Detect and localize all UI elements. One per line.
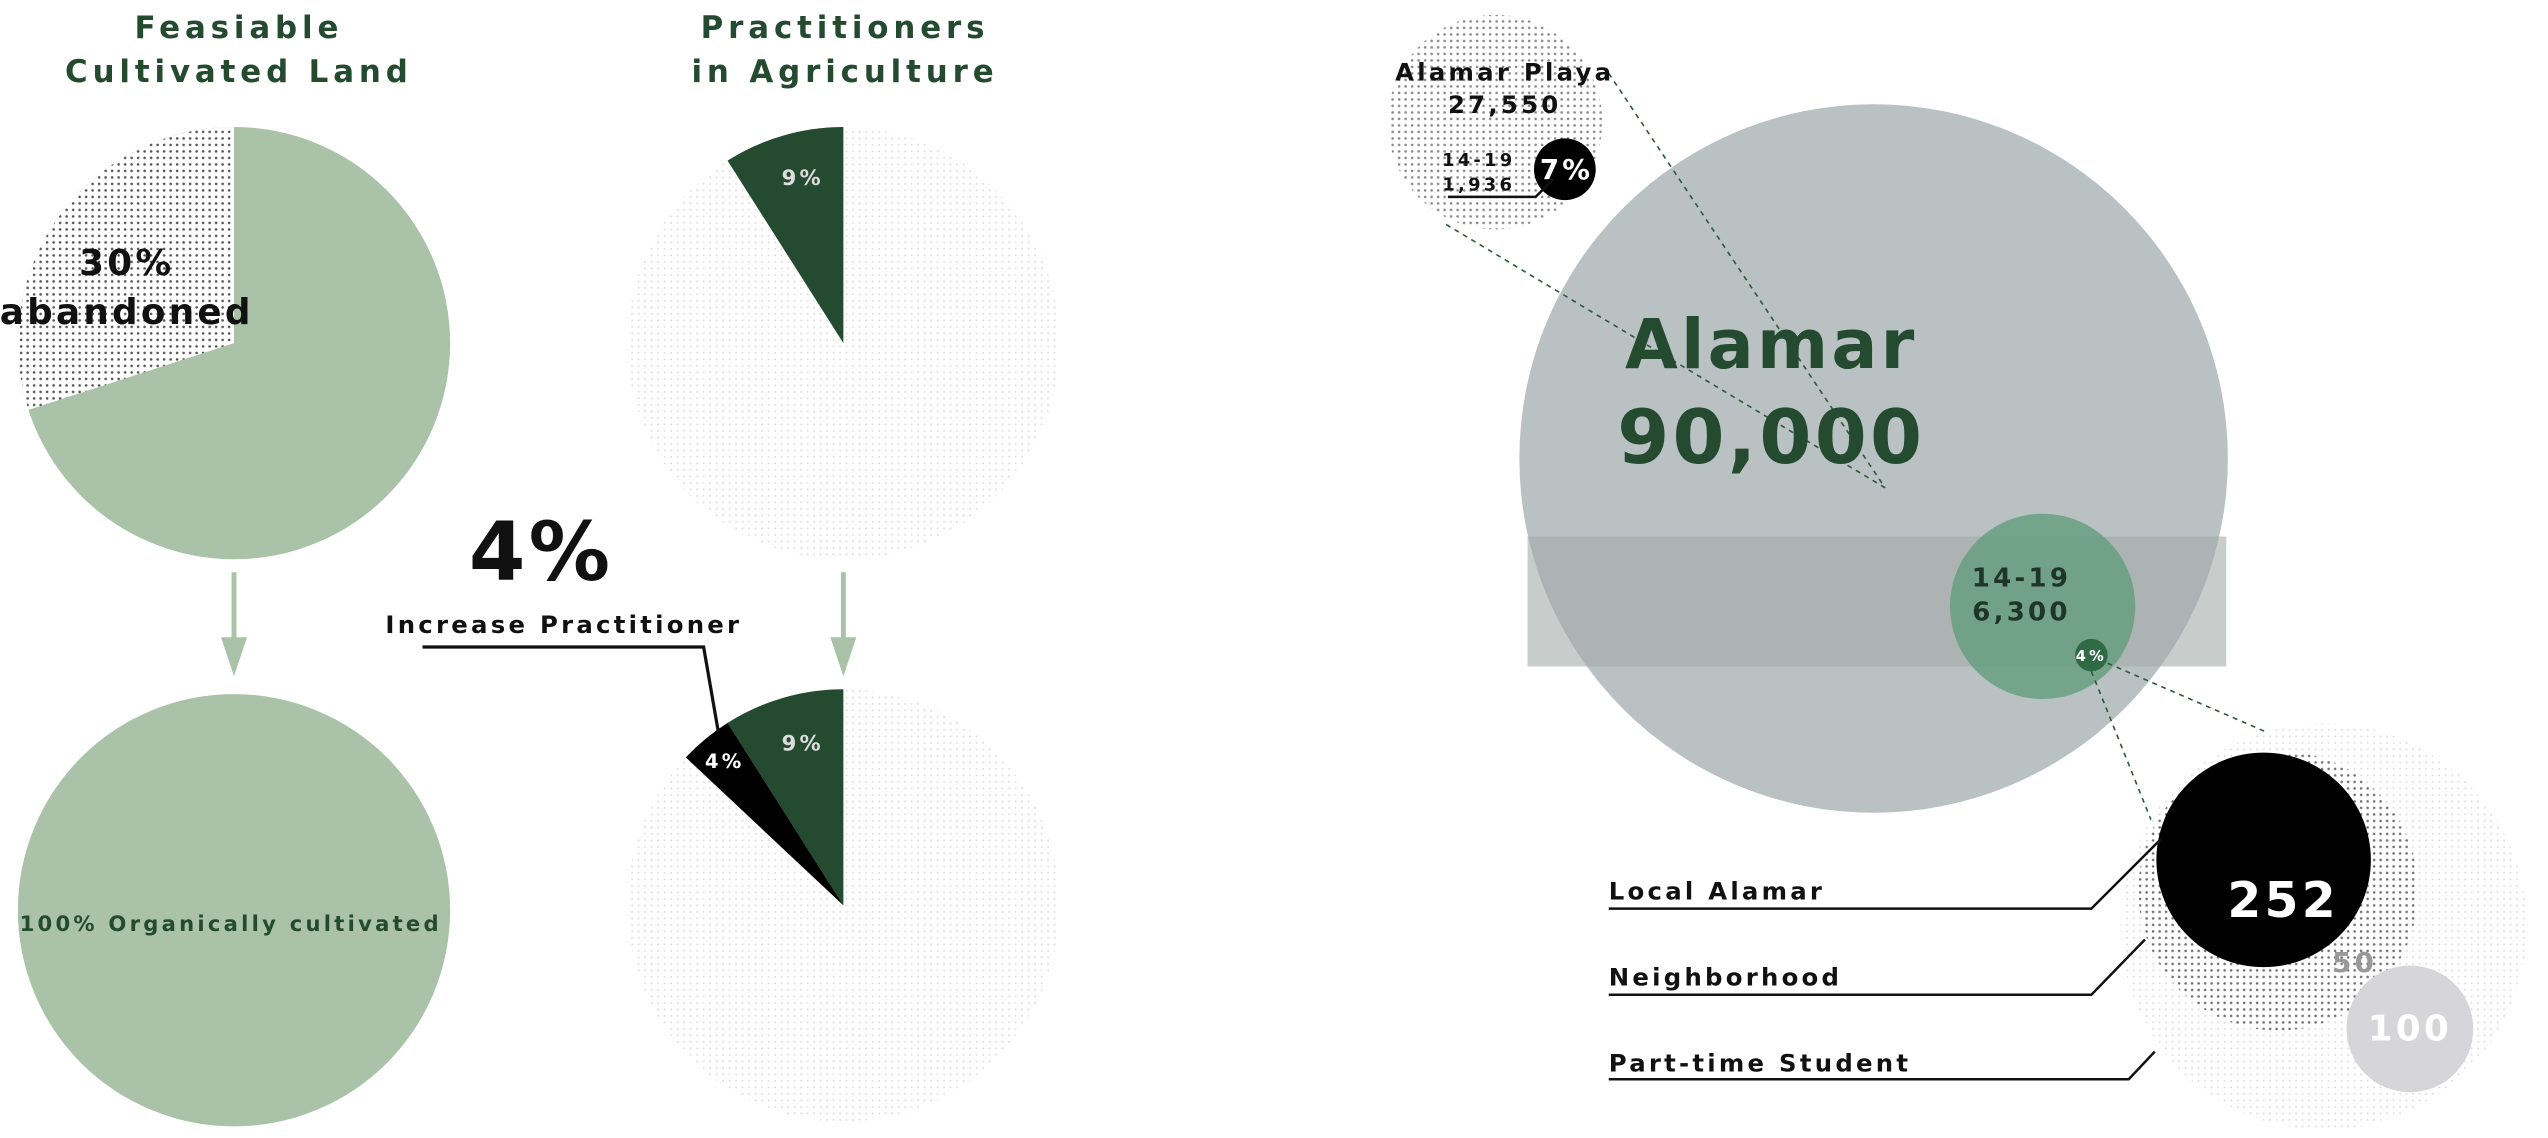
- youth-count: 6,300: [1972, 597, 2070, 627]
- legend-label: Part-time Student: [1609, 1049, 1912, 1078]
- title: Practitioners: [701, 10, 990, 46]
- caption: Increase Practitioner: [385, 610, 742, 639]
- playa-count: 1,936: [1442, 175, 1515, 196]
- infographic: Feasiable Cultivated Land Practitioners …: [0, 0, 2548, 1138]
- count: 100: [2368, 1009, 2452, 1050]
- label: abandoned: [0, 292, 254, 333]
- title: Feasiable: [134, 10, 343, 46]
- local-bubble: [2156, 753, 2371, 968]
- count: 252: [2227, 873, 2339, 929]
- page: Feasiable Cultivated Land Practitioners …: [0, 0, 2548, 1138]
- label: 4%: [705, 750, 745, 773]
- alamar-name: Alamar: [1625, 306, 1918, 385]
- title: Cultivated Land: [65, 54, 413, 90]
- youth-share: 4%: [2076, 648, 2107, 665]
- playa-name: Alamar Playa: [1395, 57, 1614, 86]
- playa-share: 7%: [1540, 153, 1593, 186]
- youth-age: 14-19: [1972, 563, 2071, 593]
- legend-label: Neighborhood: [1609, 963, 1842, 992]
- title: in Agriculture: [691, 54, 998, 90]
- legend-leaders: [1609, 839, 2162, 1080]
- label: 100% Organically cultivated: [20, 911, 442, 936]
- big-number: 4%: [469, 506, 613, 600]
- label: 9%: [782, 165, 824, 190]
- leader: [423, 647, 719, 732]
- label: 30%: [79, 243, 174, 284]
- alamar-population: 90,000: [1617, 394, 1925, 481]
- legend-label: Local Alamar: [1609, 876, 1825, 905]
- playa-population: 27,550: [1448, 90, 1562, 119]
- playa-age: 14-19: [1442, 150, 1515, 171]
- count: 50: [2332, 946, 2377, 979]
- label: 9%: [782, 731, 824, 756]
